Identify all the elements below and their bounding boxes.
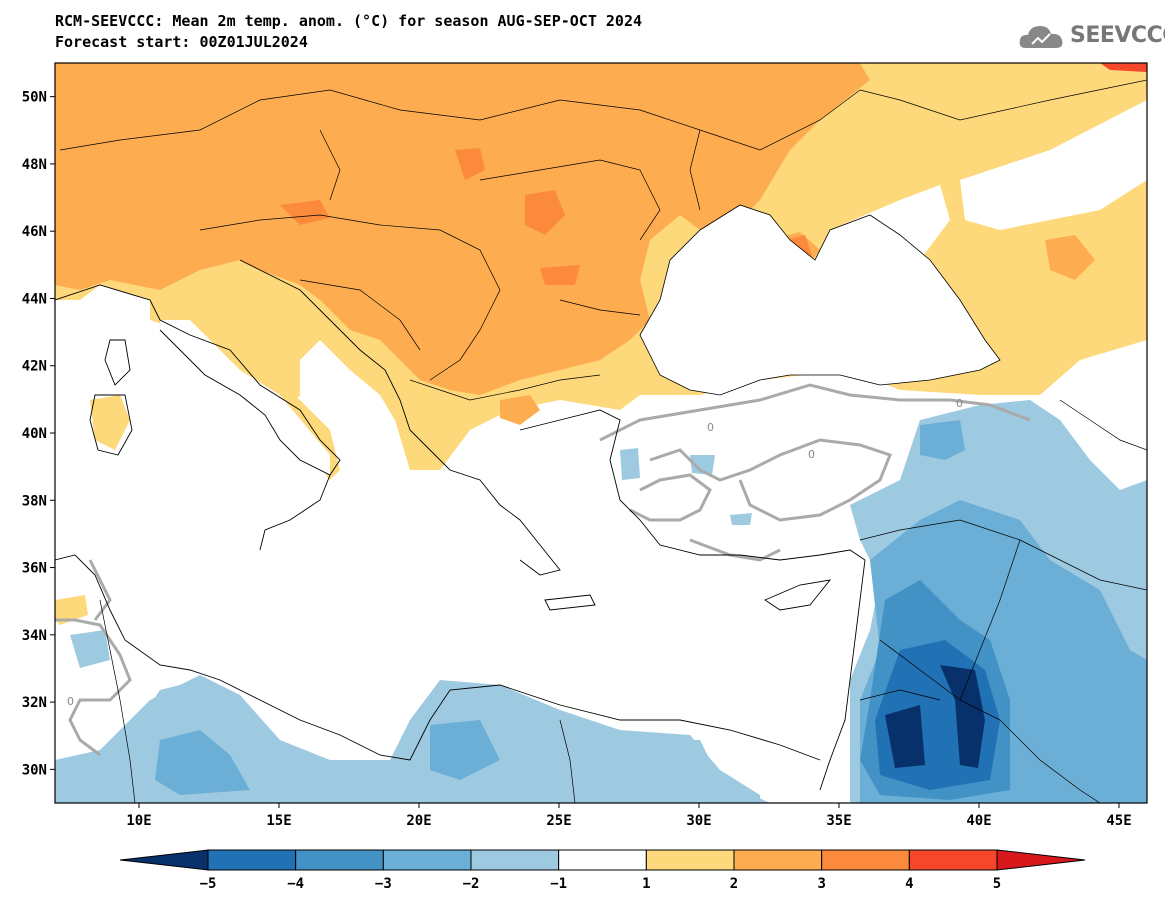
warm-anomaly-3-4-b	[455, 148, 485, 180]
warm-anomaly-4-5	[1100, 63, 1147, 72]
colorbar-label: 4	[905, 876, 913, 892]
cool-tunisia	[70, 630, 110, 668]
lat-tick-label: 44N	[22, 291, 47, 307]
lat-tick-label: 50N	[22, 90, 47, 106]
lat-tick-label: 32N	[22, 695, 47, 711]
colorbar-label: −3	[375, 876, 392, 892]
lat-tick-label: 38N	[22, 493, 47, 509]
lat-tick-label: 42N	[22, 359, 47, 375]
lon-tick-label: 15E	[266, 813, 291, 829]
greece-warm	[500, 395, 540, 425]
cool-anomaly-2-3-b	[920, 420, 965, 460]
colorbar-segment	[207, 849, 297, 871]
warm-anomaly-2-3	[55, 63, 870, 395]
cloud-icon	[1019, 26, 1063, 48]
colorbar-label: 1	[642, 876, 650, 892]
contour-label: 0	[808, 448, 815, 461]
lon-tick-label: 20E	[406, 813, 431, 829]
lat-tick-label: 46N	[22, 224, 47, 240]
nafrica-warm	[55, 595, 88, 625]
black-sea	[639, 204, 1001, 396]
cool-anomaly-below-5-b	[940, 665, 985, 768]
colorbar-extend-high	[996, 849, 1086, 871]
colorbar-segment	[470, 849, 560, 871]
colorbar-segment	[382, 849, 472, 871]
colorbar-segment	[645, 849, 735, 871]
colorbar-label: −2	[463, 876, 480, 892]
cool-anomaly-2-3-d	[430, 720, 500, 780]
contour-label: 0	[956, 397, 963, 410]
sardinia-warm	[90, 395, 130, 450]
ukraine-east-warm	[1045, 235, 1095, 280]
neutral-italy	[160, 320, 330, 475]
forecast-start: Forecast start: 00Z01JUL2024	[55, 33, 308, 51]
colorbar-label: −4	[287, 876, 304, 892]
contour-labels: 0 0 0 0	[67, 397, 963, 708]
warm-anomaly-3-4-c	[280, 200, 330, 225]
lon-tick-label: 40E	[966, 813, 991, 829]
coastlines	[55, 259, 866, 791]
colorbar-label: −5	[200, 876, 217, 892]
colorbar-segment	[295, 849, 384, 871]
map-title: RCM-SEEVCCC: Mean 2m temp. anom. (°C) fo…	[55, 12, 642, 30]
lat-tick-label: 36N	[22, 561, 47, 577]
lon-tick-label: 35E	[826, 813, 851, 829]
lat-tick-label: 34N	[22, 628, 47, 644]
neutral-ukraine-east	[960, 100, 1147, 230]
colorbar-segment	[558, 849, 647, 871]
lat-tick-label: 30N	[22, 762, 47, 778]
logo-text: SEEVCCC	[1070, 23, 1165, 48]
colorbar-segment	[733, 849, 823, 871]
cool-anatolia	[690, 455, 715, 475]
latitude-axis: 30N 32N 34N 36N 38N 40N 42N 44N 46N 48N 50N	[22, 90, 55, 778]
warm-anomaly-3-4-a	[525, 190, 565, 235]
longitude-axis: 10E 15E 20E 25E 30E 35E 40E 45E	[126, 803, 1132, 829]
colorbar-label: 5	[993, 876, 1001, 892]
map-field: 0 0 0 0	[55, 63, 1147, 803]
lat-tick-label: 40N	[22, 426, 47, 442]
colorbar-segment	[821, 849, 910, 871]
colorbar-segment	[908, 849, 998, 871]
cool-anomaly-2-3-c	[155, 730, 250, 795]
warm-anomaly-3-4-d	[540, 265, 580, 285]
colorbar-extend-low	[119, 849, 209, 871]
borders	[59, 79, 1147, 803]
cool-anomaly-below-5	[885, 705, 925, 768]
lat-tick-label: 48N	[22, 157, 47, 173]
cool-anatolia-west	[620, 448, 640, 480]
lon-tick-label: 25E	[546, 813, 571, 829]
lon-tick-label: 10E	[126, 813, 151, 829]
colorbar: −5 −4 −3 −2 −1 1 2 3 4 5	[119, 849, 1086, 892]
colorbar-label: 3	[817, 876, 825, 892]
lon-tick-label: 45E	[1106, 813, 1131, 829]
seevccc-logo: SEEVCCC	[1018, 20, 1165, 54]
cool-anatolia-mid	[730, 513, 752, 525]
contour-label: 0	[67, 695, 74, 708]
lon-tick-label: 30E	[686, 813, 711, 829]
contour-label: 0	[707, 421, 714, 434]
zero-contours	[55, 383, 1031, 757]
colorbar-label: −1	[550, 876, 567, 892]
colorbar-label: 2	[730, 876, 738, 892]
